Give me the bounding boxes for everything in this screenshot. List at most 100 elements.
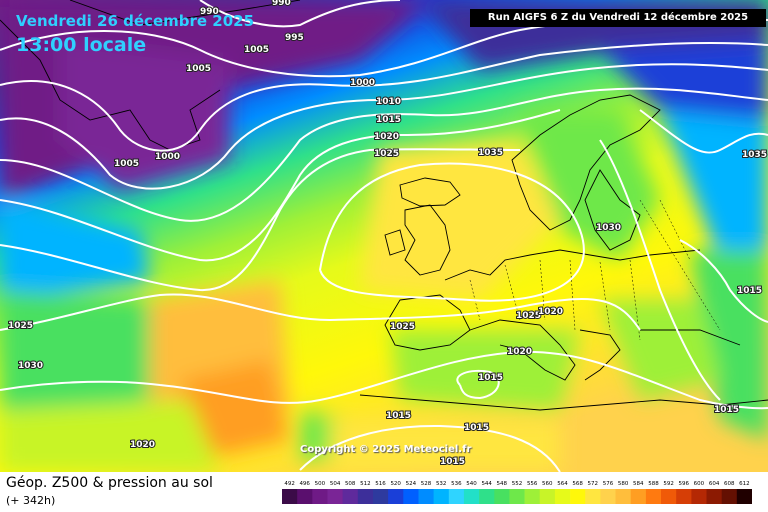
legend-tick-label: 536 bbox=[451, 481, 462, 487]
legend-tick-label: 564 bbox=[557, 481, 568, 487]
legend-swatch bbox=[418, 489, 434, 504]
isobar-label: 1025 bbox=[390, 322, 415, 332]
legend-tick-label: 524 bbox=[406, 481, 417, 487]
legend-tick-label: 508 bbox=[345, 481, 356, 487]
legend-tick-label: 492 bbox=[284, 481, 295, 487]
model-run-banner: Run AIGFS 6 Z du Vendredi 12 décembre 20… bbox=[470, 9, 766, 27]
isobar-label: 1010 bbox=[376, 97, 401, 107]
legend-swatch bbox=[691, 489, 707, 504]
legend-swatch bbox=[736, 489, 752, 504]
isobar-label: 1015 bbox=[464, 423, 489, 433]
isobar-label: 1020 bbox=[374, 132, 399, 142]
isobar-label: 1015 bbox=[478, 373, 503, 383]
isobar-label: 1005 bbox=[186, 64, 211, 74]
legend-tick-label: 576 bbox=[603, 481, 614, 487]
isobar-label: 1005 bbox=[114, 159, 139, 169]
legend-tick-label: 560 bbox=[542, 481, 553, 487]
isobar-label: 1020 bbox=[130, 440, 155, 450]
legend-tick-label: 592 bbox=[663, 481, 674, 487]
isobar-label: 1035 bbox=[478, 148, 503, 158]
legend-tick-label: 580 bbox=[618, 481, 629, 487]
legend-swatch bbox=[706, 489, 722, 504]
isobar-label: 1000 bbox=[350, 78, 375, 88]
isobar-label: 1025 bbox=[8, 321, 33, 331]
isobar-label: 1035 bbox=[742, 150, 767, 160]
isobar-label: 1015 bbox=[376, 115, 401, 125]
legend-tick-label: 548 bbox=[497, 481, 508, 487]
product-title: Géop. Z500 & pression au sol bbox=[6, 475, 213, 491]
valid-time: 13:00 locale bbox=[16, 34, 147, 56]
legend-swatch bbox=[448, 489, 465, 504]
legend-swatch bbox=[645, 489, 662, 504]
isobar-label: 1025 bbox=[374, 149, 399, 159]
isobar-label: 1030 bbox=[18, 361, 43, 371]
legend-tick-label: 528 bbox=[421, 481, 432, 487]
legend-tick-label: 600 bbox=[694, 481, 705, 487]
copyright-notice: Copyright © 2025 Meteociel.fr bbox=[300, 444, 472, 455]
isobar-label: 1020 bbox=[538, 307, 563, 317]
legend-swatch bbox=[600, 489, 616, 504]
legend-swatch bbox=[509, 489, 525, 504]
legend-tick-label: 512 bbox=[360, 481, 371, 487]
legend-tick-label: 584 bbox=[633, 481, 644, 487]
forecast-hour: (+ 342h) bbox=[6, 494, 56, 507]
footer-bar: Géop. Z500 & pression au sol (+ 342h) 49… bbox=[0, 472, 768, 512]
isobar-label: 1030 bbox=[596, 223, 621, 233]
isobar-label: 1015 bbox=[440, 457, 465, 467]
legend-swatch bbox=[327, 489, 343, 504]
legend-swatch bbox=[721, 489, 738, 504]
legend-tick-label: 500 bbox=[315, 481, 326, 487]
legend-swatch bbox=[388, 489, 404, 504]
isobar-label: 995 bbox=[285, 33, 304, 43]
legend-tick-label: 588 bbox=[648, 481, 659, 487]
legend-tick-label: 604 bbox=[709, 481, 720, 487]
legend-tick-label: 532 bbox=[436, 481, 447, 487]
legend-swatch bbox=[661, 489, 677, 504]
legend-swatch bbox=[297, 489, 313, 504]
legend-tick-label: 608 bbox=[724, 481, 735, 487]
legend-swatch bbox=[463, 489, 480, 504]
legend-tick-label: 496 bbox=[299, 481, 310, 487]
legend-swatch bbox=[570, 489, 586, 504]
legend-swatch bbox=[357, 489, 374, 504]
isobar-label: 1000 bbox=[155, 152, 180, 162]
legend-tick-label: 552 bbox=[512, 481, 523, 487]
legend-swatch bbox=[433, 489, 450, 504]
legend-tick-label: 568 bbox=[572, 481, 583, 487]
legend-swatch bbox=[539, 489, 556, 504]
legend-swatch bbox=[524, 489, 541, 504]
isobar-label: 1025 bbox=[516, 311, 541, 321]
legend-swatch bbox=[373, 489, 389, 504]
color-scale-legend: 492 496 500 504 508 512 516 520 524 528 532 536 540 5… bbox=[282, 481, 752, 504]
coastlines bbox=[0, 0, 768, 411]
isobar-label: 1015 bbox=[714, 405, 739, 415]
legend-tick-label: 556 bbox=[527, 481, 538, 487]
legend-swatch bbox=[676, 489, 692, 504]
legend-swatch bbox=[479, 489, 495, 504]
isobar-label: 1015 bbox=[737, 286, 762, 296]
legend-tick-label: 572 bbox=[588, 481, 599, 487]
geopotential-map: 990 990 995 1005 1005 1000 1005 1000 101… bbox=[0, 0, 768, 472]
legend-swatch bbox=[312, 489, 328, 504]
isobar-label: 1005 bbox=[244, 45, 269, 55]
isobar-labels: 990 990 995 1005 1005 1000 1005 1000 101… bbox=[7, 0, 768, 468]
legend-swatch bbox=[342, 489, 359, 504]
isobar-label: 990 bbox=[272, 0, 291, 8]
legend-swatch bbox=[554, 489, 571, 504]
legend-swatch bbox=[282, 489, 298, 504]
legend-tick-label: 596 bbox=[679, 481, 690, 487]
legend-swatch bbox=[494, 489, 510, 504]
legend-swatch bbox=[403, 489, 419, 504]
legend-tick-label: 540 bbox=[466, 481, 477, 487]
legend-swatch bbox=[630, 489, 647, 504]
legend-swatch bbox=[585, 489, 601, 504]
legend-tick-label: 544 bbox=[481, 481, 492, 487]
legend-tick-label: 504 bbox=[330, 481, 341, 487]
legend-swatch bbox=[615, 489, 631, 504]
isobar-label: 990 bbox=[200, 7, 219, 17]
legend-tick-label: 516 bbox=[375, 481, 386, 487]
isobar-label: 1020 bbox=[507, 347, 532, 357]
isobar-label: 1015 bbox=[386, 411, 411, 421]
legend-tick-label: 520 bbox=[390, 481, 401, 487]
